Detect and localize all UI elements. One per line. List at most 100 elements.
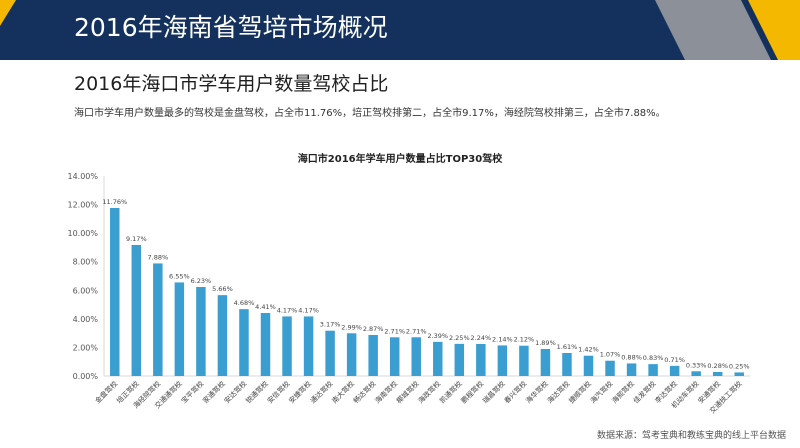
value-label: 6.55%: [169, 272, 190, 280]
x-tick-label: 海政驾校: [416, 379, 442, 405]
value-label: 0.88%: [621, 353, 642, 361]
value-labels: 11.76% 9.17% 7.88% 6.55%6.23%5.66%4.68% 4.41…: [102, 198, 749, 370]
value-label: 1.89%: [535, 339, 556, 347]
page-title: 2016年海南省驾培市场概况: [74, 13, 388, 42]
value-label: 2.12%: [514, 336, 535, 344]
y-tick-label: 4.00%: [73, 315, 99, 324]
x-tick-label: 家通驾校: [201, 379, 227, 405]
header-bar: 2016年海南省驾培市场概况: [0, 0, 800, 60]
header-left-accent: [0, 0, 16, 26]
x-tick-label: 金盘驾校: [93, 379, 119, 405]
bar: [626, 363, 637, 376]
bar-chart: 海口市2016年学车用户数量占比TOP30驾校 0.00% 2.00% 4.00% 6…: [67, 152, 750, 415]
y-tick-label: 8.00%: [73, 258, 99, 267]
bar: [519, 345, 529, 376]
x-tick-label: 安信驾校: [265, 379, 291, 405]
header-yellow-stripe: [748, 0, 800, 60]
bar: [734, 372, 744, 376]
x-tick-label: 锐通驾校: [244, 379, 270, 405]
x-tick-label: 鹏程驾校: [459, 379, 485, 405]
value-label: 6.23%: [191, 277, 212, 285]
x-tick-label: 海南驾校: [373, 379, 399, 405]
bar: [389, 337, 400, 376]
header-gray-stripe: [655, 0, 771, 60]
value-label: 1.07%: [600, 351, 621, 359]
x-tick-label: 海华驾校: [524, 379, 550, 405]
y-tick-label: 2.00%: [73, 343, 99, 352]
bar: [562, 353, 572, 376]
x-tick-label: 椰城驾校: [394, 379, 420, 405]
bar: [648, 364, 658, 376]
x-tick-label: 捷顺驾校: [567, 379, 593, 405]
x-tick-label: 南大驾校: [330, 379, 356, 405]
bar: [174, 282, 185, 376]
x-tick-label: 凯通驾校: [438, 379, 464, 405]
chart-title: 海口市2016年学车用户数量占比TOP30驾校: [298, 152, 503, 165]
bar: [260, 313, 271, 376]
value-label: 7.88%: [148, 253, 169, 261]
value-label: 0.83%: [643, 354, 664, 362]
value-label: 4.17%: [277, 306, 298, 314]
bar-series: [110, 208, 744, 376]
value-label: 5.66%: [212, 285, 233, 293]
value-label: 1.42%: [578, 346, 599, 354]
x-tick-label: 瑞昌驾校: [481, 379, 507, 405]
value-label: 0.33%: [686, 361, 707, 369]
y-tick-label: 12.00%: [67, 201, 98, 210]
value-label: 2.39%: [427, 332, 448, 340]
bar: [346, 333, 357, 376]
y-tick-labels: 0.00% 2.00% 4.00% 6.00% 8.00% 10.00% 12.00% 14.…: [67, 172, 98, 381]
bar: [433, 341, 443, 376]
value-label: 2.87%: [363, 325, 384, 333]
value-label: 4.17%: [298, 306, 319, 314]
header-decoration: [0, 0, 800, 60]
y-tick-label: 10.00%: [67, 229, 98, 238]
x-tick-label: 安捷驾校: [287, 379, 313, 405]
value-label: 2.71%: [384, 327, 405, 335]
x-tick-label: 安达驾校: [222, 379, 248, 405]
x-tick-label: 春兴驾校: [502, 379, 528, 405]
bar: [303, 316, 314, 376]
y-tick-label: 6.00%: [73, 286, 99, 295]
data-source-note: 数据来源：驾考宝典和教练宝典的线上平台数据: [596, 431, 786, 441]
bar: [282, 316, 292, 376]
bar: [476, 344, 486, 376]
value-label: 9.17%: [126, 235, 147, 243]
bar: [583, 355, 594, 376]
x-tick-label: 海熙驾校: [610, 379, 636, 405]
bar: [411, 337, 421, 376]
value-label: 2.25%: [449, 334, 470, 342]
bar: [454, 343, 465, 376]
x-tick-label: 佳发驾校: [631, 379, 657, 405]
bar: [368, 335, 378, 376]
bar: [131, 245, 142, 376]
bar: [110, 208, 120, 376]
bar: [691, 371, 701, 376]
x-tick-label: 通达驾校: [308, 379, 334, 405]
value-label: 2.14%: [492, 335, 513, 343]
value-label: 1.61%: [557, 343, 578, 351]
value-label: 4.68%: [234, 299, 255, 307]
value-label: 0.71%: [664, 356, 685, 364]
y-tick-label: 0.00%: [73, 372, 99, 381]
value-label: 0.25%: [729, 362, 750, 370]
section-subtitle: 2016年海口市学车用户数量驾校占比: [74, 73, 389, 95]
section-description: 海口市学车用户数量最多的驾校是金盘驾校，占全市11.76%，培正驾校排第二，占全…: [74, 108, 666, 119]
bar: [217, 295, 228, 376]
value-label: 2.99%: [341, 323, 362, 331]
bar: [239, 309, 249, 376]
x-tick-label: 海达驾校: [545, 379, 571, 405]
bar: [605, 360, 615, 376]
bar: [497, 345, 508, 376]
value-label: 2.71%: [406, 327, 427, 335]
bar: [540, 349, 551, 376]
value-label: 11.76%: [102, 198, 127, 206]
bar: [669, 365, 680, 376]
x-tick-label: 畅达驾校: [351, 379, 377, 405]
x-tick-label: 海汽驾校: [588, 379, 614, 405]
bar: [325, 330, 335, 376]
value-label: 2.24%: [471, 334, 492, 342]
x-tick-labels: 金盘驾校培正驾校海经院驾校交通通驾校宝平驾校家通驾校安达驾校锐通驾校安信驾校安捷…: [93, 379, 744, 415]
bar: [712, 372, 723, 376]
value-label: 0.28%: [707, 362, 728, 370]
